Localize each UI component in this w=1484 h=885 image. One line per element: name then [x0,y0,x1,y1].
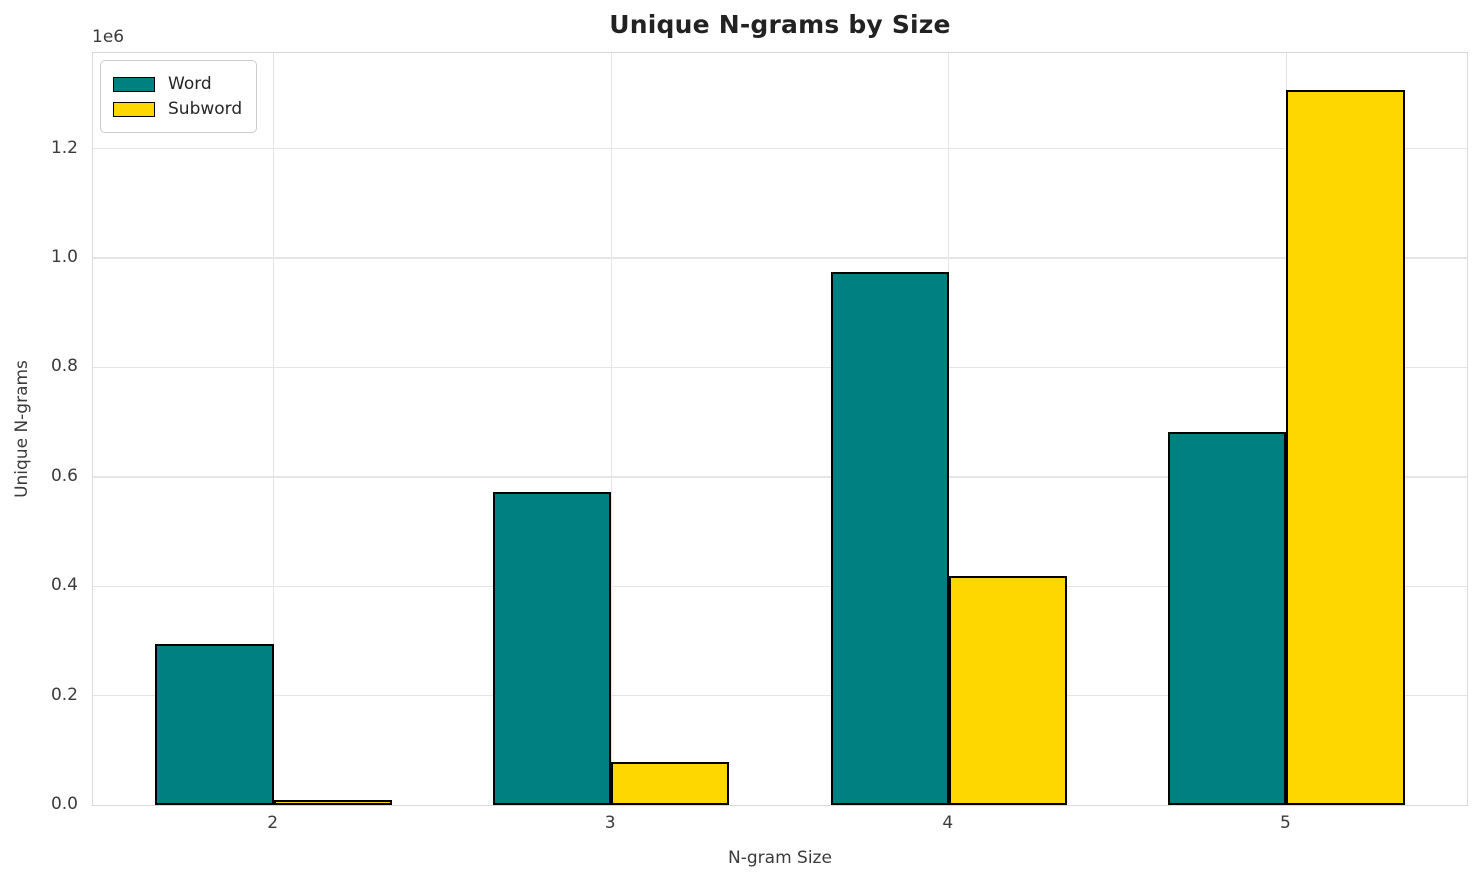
bar-word-4 [830,271,949,805]
x-gridline [272,53,275,805]
y-tick-label: 0.0 [50,794,78,814]
bar-word-2 [155,643,274,805]
subword-swatch-icon [113,101,155,117]
legend: Word Subword [100,60,258,133]
bar-subword-3 [611,762,730,805]
y-gridline [93,366,1467,369]
legend-entry-word: Word [113,74,242,94]
x-tick-label: 4 [942,813,954,833]
x-tick-label: 2 [267,813,279,833]
bar-subword-2 [273,799,392,805]
y-tick-label: 1.2 [50,137,78,158]
x-tick-label: 3 [604,813,616,833]
chart-title: Unique N-grams by Size [609,10,951,39]
plot-area [92,52,1468,806]
legend-entry-subword: Subword [113,99,242,119]
y-gridline [93,148,1467,150]
y-tick-label: 0.6 [50,465,78,486]
y-gridline [93,476,1467,478]
y-tick-label: 0.2 [50,684,78,705]
word-swatch-icon [113,76,155,92]
y-tick-label: 1.0 [50,247,78,268]
legend-label: Subword [168,99,243,119]
bar-word-3 [493,492,612,805]
bar-word-5 [1168,432,1287,805]
y-tick-label: 0.4 [50,575,78,596]
bar-subword-5 [1286,90,1405,805]
legend-label: Word [168,74,212,94]
x-gridline [948,53,950,805]
x-gridline [610,53,612,805]
y-axis-offset-label: 1e6 [92,27,125,47]
x-tick-label: 5 [1279,813,1291,833]
y-gridline [93,585,1467,587]
y-tick-label: 0.8 [50,356,78,377]
x-axis-title: N-gram Size [728,848,832,868]
y-gridline [93,694,1467,697]
y-gridline [93,257,1467,259]
bar-subword-4 [948,576,1067,805]
